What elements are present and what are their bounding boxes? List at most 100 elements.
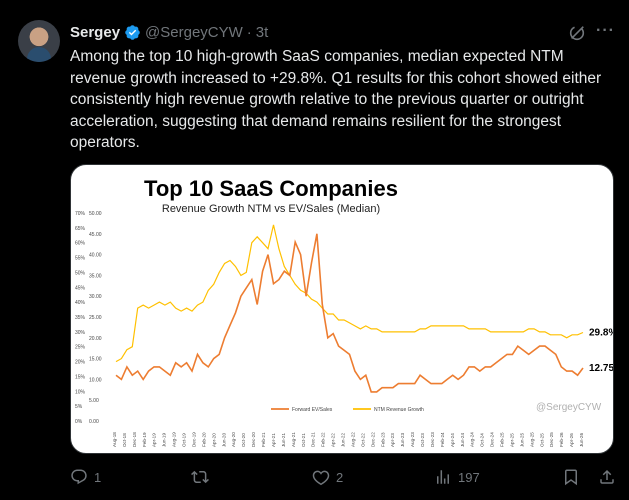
y-right-tick-label: 50.00	[89, 211, 102, 217]
y-left-tick-label: 25%	[75, 345, 86, 351]
y-right-tick-label: 10.00	[89, 377, 102, 383]
x-tick-label: Jun-20	[221, 433, 226, 447]
x-tick-label: Apr-21	[271, 433, 276, 447]
reply-count: 1	[94, 469, 102, 485]
verified-badge-icon	[125, 24, 140, 40]
more-options-icon[interactable]: ···	[596, 22, 615, 39]
x-tick-label: Dec-18	[132, 432, 137, 447]
y-left-tick-label: 5%	[75, 404, 83, 410]
chart-legend: Forward EV/Sales NTM Revenue Growth	[271, 407, 424, 413]
x-tick-label: Feb-25	[500, 432, 505, 447]
share-button[interactable]	[598, 468, 616, 486]
x-tick-label: Dec-25	[549, 432, 554, 447]
author-name[interactable]: Sergey	[70, 23, 121, 41]
y-right-tick-label: 40.00	[89, 253, 102, 259]
bookmark-button[interactable]	[562, 468, 580, 486]
y-left-tick-label: 10%	[75, 389, 86, 395]
chart-watermark: @SergeyCYW	[536, 402, 602, 413]
tweet-text: Among the top 10 high-growth SaaS compan…	[70, 48, 602, 151]
bookmark-icon	[565, 469, 577, 486]
y-left-tick-label: 60%	[75, 241, 86, 247]
y-left-tick-label: 15%	[75, 374, 86, 380]
x-tick-label: Dec-20	[251, 432, 256, 447]
repost-button[interactable]	[191, 468, 215, 486]
y-right-tick-label: 30.00	[89, 294, 102, 300]
author-handle[interactable]: @SergeyCYW	[145, 23, 243, 41]
x-tick-label: Dec-23	[430, 432, 435, 447]
chart-svg: Top 10 SaaS Companies Revenue Growth NTM…	[75, 176, 614, 447]
x-tick-label: Aug-25	[529, 432, 534, 447]
x-tick-label: Dec-19	[191, 432, 196, 447]
x-tick-label: Jun-24	[460, 433, 465, 447]
y-left-tick-label: 40%	[75, 300, 86, 306]
x-tick-label: Jun-22	[341, 433, 346, 447]
timestamp[interactable]: 3t	[255, 23, 269, 41]
separator-dot: ·	[246, 23, 252, 41]
like-button[interactable]: 2	[312, 468, 343, 486]
author-avatar[interactable]	[18, 20, 60, 62]
x-tick-label: Jun-26	[579, 433, 584, 447]
y-left-tick-label: 0%	[75, 419, 83, 425]
tweet-media-chart[interactable]: Top 10 SaaS Companies Revenue Growth NTM…	[70, 164, 614, 454]
x-tick-label: Dec-22	[370, 432, 375, 447]
x-tick-label: Dec-21	[311, 432, 316, 447]
x-tick-label: Apr-20	[211, 433, 216, 447]
x-tick-label: Aug-21	[291, 432, 296, 447]
x-tick-label: Aug-19	[172, 432, 177, 447]
y-left-tick-label: 70%	[75, 211, 86, 217]
x-tick-label: Jun-23	[400, 433, 405, 447]
share-icon	[600, 469, 614, 484]
x-tick-label: Jun-25	[519, 433, 524, 447]
chart-subtitle: Revenue Growth NTM vs EV/Sales (Median)	[162, 203, 380, 215]
tweet-actions: 1 2 197	[70, 468, 618, 490]
x-tick-label: Oct-19	[182, 433, 187, 447]
x-tick-label: Feb-26	[559, 432, 564, 447]
x-tick-label: Aug-22	[350, 432, 355, 447]
heart-icon	[312, 470, 330, 486]
series-forward-ev-sales	[115, 233, 584, 393]
x-tick-label: Feb-22	[321, 432, 326, 447]
reply-button[interactable]: 1	[70, 468, 101, 486]
grok-icon[interactable]	[568, 24, 586, 42]
x-tick-label: Oct-22	[360, 433, 365, 447]
x-tick-label: Apr-25	[509, 433, 514, 447]
x-tick-label: Apr-22	[331, 433, 336, 447]
x-tick-label: Oct-18	[122, 433, 127, 447]
end-label-growth: 29.8%	[589, 327, 614, 338]
x-tick-label: Oct-25	[539, 433, 544, 447]
y-right-tick-label: 0.00	[89, 419, 99, 425]
y-right-tick-label: 15.00	[89, 357, 102, 363]
y-left-tick-label: 50%	[75, 270, 86, 276]
chart-title: Top 10 SaaS Companies	[144, 176, 398, 201]
y-left-tick-label: 30%	[75, 330, 86, 336]
legend-ntm-growth: NTM Revenue Growth	[374, 407, 424, 413]
y-left-tick-label: 65%	[75, 226, 86, 232]
x-tick-label: Apr-24	[450, 433, 455, 447]
y-right-tick-label: 35.00	[89, 273, 102, 279]
x-tick-label: Feb-24	[440, 432, 445, 447]
x-tick-label: Apr-19	[152, 433, 157, 447]
x-tick-label: Oct-21	[301, 433, 306, 447]
repost-icon	[191, 470, 209, 484]
x-tick-label: Aug-23	[410, 432, 415, 447]
views-count: 197	[458, 469, 480, 485]
x-tick-label: Oct-20	[241, 433, 246, 447]
y-left-tick-label: 35%	[75, 315, 86, 321]
y-right-tick-label: 45.00	[89, 232, 102, 238]
end-label-ev-sales: 12.75	[589, 363, 614, 374]
like-count: 2	[336, 469, 344, 485]
series-ntm-revenue-growth	[115, 224, 584, 363]
x-tick-label: Feb-23	[380, 432, 385, 447]
x-tick-label: Aug-24	[470, 432, 475, 447]
y-left-tick-label: 55%	[75, 256, 86, 262]
y-right-tick-label: 20.00	[89, 336, 102, 342]
x-tick-label: Jun-19	[162, 433, 167, 447]
views-icon	[437, 470, 449, 484]
views-button[interactable]: 197	[434, 468, 480, 486]
x-tick-label: Oct-24	[480, 433, 485, 447]
legend-ev-sales: Forward EV/Sales	[292, 407, 333, 413]
y-right-tick-label: 5.00	[89, 398, 99, 404]
x-tick-label: Dec-24	[490, 432, 495, 447]
reply-icon	[71, 469, 87, 485]
x-tick-label: Apr-26	[569, 433, 574, 447]
